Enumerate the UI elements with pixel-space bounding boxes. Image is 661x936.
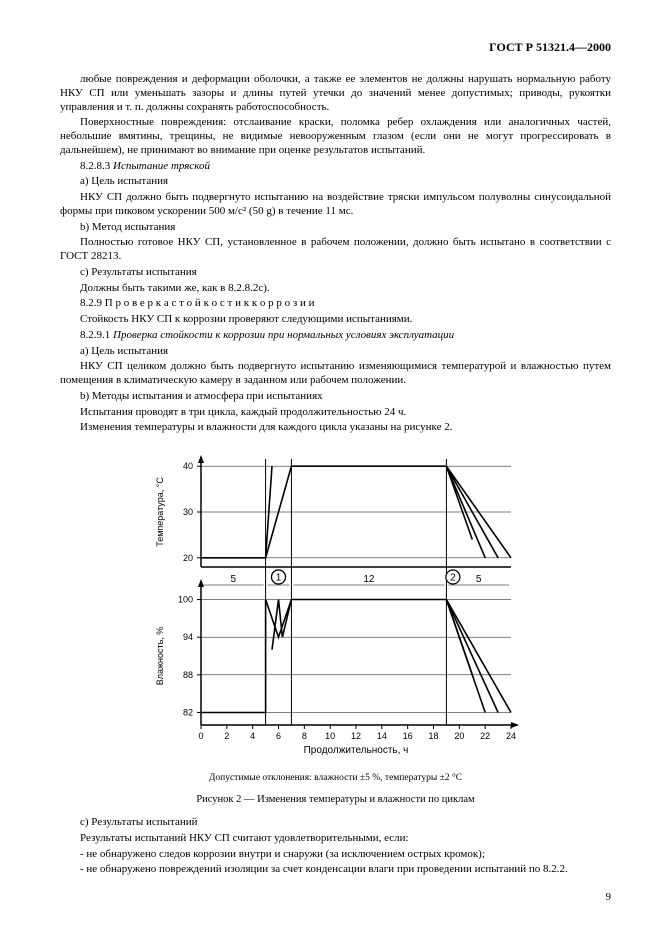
para-8: c) Результаты испытания	[60, 266, 611, 280]
svg-text:5: 5	[475, 574, 481, 585]
svg-text:Температура, °С: Температура, °С	[155, 477, 165, 547]
caption-tolerance: Допустимые отклонения: влажности ±5 %, т…	[60, 773, 611, 785]
svg-text:Продолжительность, ч: Продолжительность, ч	[303, 745, 408, 756]
para-16: Испытания проводят в три цикла, каждый п…	[60, 406, 611, 420]
para-9: Должны быть такими же, как в 8.2.8.2c).	[60, 282, 611, 296]
svg-text:12: 12	[350, 731, 360, 741]
svg-text:8: 8	[301, 731, 306, 741]
svg-text:18: 18	[428, 731, 438, 741]
para-5: НКУ СП должно быть подвергнуто испытанию…	[60, 191, 611, 219]
svg-text:1: 1	[275, 573, 281, 584]
svg-text:16: 16	[402, 731, 412, 741]
svg-text:2: 2	[450, 573, 456, 584]
para-15: b) Методы испытания и атмосфера при испы…	[60, 390, 611, 404]
svg-text:12: 12	[363, 574, 375, 585]
para-2: Поверхностные повреждения: отслаивание к…	[60, 116, 611, 157]
para-12: 8.2.9.1 Проверка стойкости к коррозии пр…	[60, 329, 611, 343]
para-14: НКУ СП целиком должно быть подвергнуто и…	[60, 360, 611, 388]
caption-figure: Рисунок 2 — Изменения температуры и влаж…	[60, 793, 611, 806]
doc-header: ГОСТ Р 51321.4—2000	[60, 40, 611, 55]
svg-text:6: 6	[275, 731, 280, 741]
para-1: любые повреждения и деформации оболочки,…	[60, 73, 611, 114]
figure-2: 203040Температура, °С828894100Влажность,…	[60, 445, 611, 765]
svg-text:24: 24	[505, 731, 515, 741]
svg-text:82: 82	[182, 707, 192, 717]
svg-text:100: 100	[177, 595, 192, 605]
para-4: a) Цель испытания	[60, 175, 611, 189]
svg-text:94: 94	[182, 632, 192, 642]
svg-text:14: 14	[376, 731, 386, 741]
svg-text:2: 2	[224, 731, 229, 741]
svg-text:Влажность, %: Влажность, %	[155, 627, 165, 686]
para-13: a) Цель испытания	[60, 345, 611, 359]
svg-text:22: 22	[480, 731, 490, 741]
svg-text:20: 20	[182, 553, 192, 563]
para-7: Полностью готовое НКУ СП, установленное …	[60, 236, 611, 264]
para-6: b) Метод испытания	[60, 221, 611, 235]
para-20: - не обнаружено следов коррозии внутри и…	[60, 848, 611, 862]
svg-text:4: 4	[250, 731, 255, 741]
para-17: Изменения температуры и влажности для ка…	[60, 421, 611, 435]
chart-svg: 203040Температура, °С828894100Влажность,…	[146, 445, 526, 765]
svg-text:0: 0	[198, 731, 203, 741]
svg-text:5: 5	[230, 574, 236, 585]
para-18: c) Результаты испытаний	[60, 816, 611, 830]
para-21: - не обнаружено повреждений изоляции за …	[60, 863, 611, 877]
para-11: Стойкость НКУ СП к коррозии проверяют сл…	[60, 313, 611, 327]
svg-text:40: 40	[182, 461, 192, 471]
svg-text:30: 30	[182, 507, 192, 517]
svg-text:10: 10	[325, 731, 335, 741]
svg-text:88: 88	[182, 670, 192, 680]
svg-text:20: 20	[454, 731, 464, 741]
para-3: 8.2.8.3 Испытание тряской	[60, 160, 611, 174]
para-10: 8.2.9 П р о в е р к а с т о й к о с т и …	[60, 297, 611, 311]
page-number: 9	[60, 891, 611, 905]
para-19: Результаты испытаний НКУ СП считают удов…	[60, 832, 611, 846]
